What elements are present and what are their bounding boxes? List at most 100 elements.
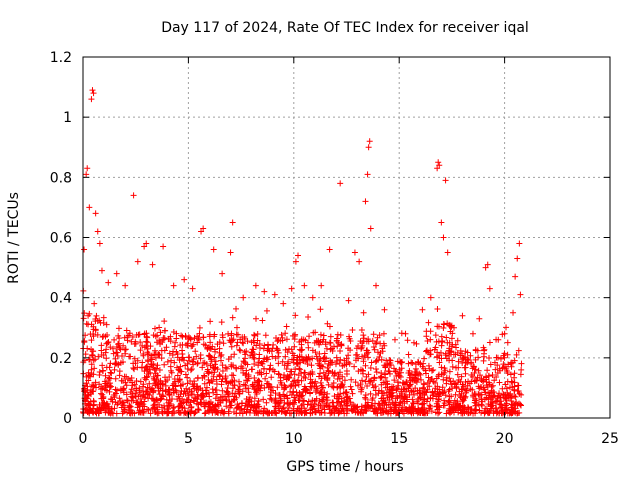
data-point: [329, 359, 336, 366]
data-point: [316, 409, 323, 416]
data-point: [85, 312, 92, 319]
data-point: [284, 401, 291, 408]
data-point: [296, 405, 303, 412]
data-point: [198, 392, 205, 399]
data-point: [168, 369, 175, 376]
data-point: [261, 384, 268, 391]
data-point: [465, 405, 472, 412]
data-point: [257, 387, 264, 394]
data-point: [322, 372, 329, 379]
data-point: [444, 320, 451, 327]
data-point: [284, 407, 291, 414]
data-point: [250, 383, 257, 390]
data-point: [231, 351, 238, 358]
data-point: [432, 332, 439, 339]
data-point: [94, 331, 101, 338]
data-point: [203, 360, 210, 367]
data-point: [318, 375, 325, 382]
data-point: [487, 361, 494, 368]
data-point: [379, 348, 386, 355]
data-point: [455, 358, 462, 365]
data-point: [163, 344, 170, 351]
data-point: [231, 382, 238, 389]
data-point: [208, 358, 215, 365]
data-point: [124, 376, 131, 383]
data-point: [307, 390, 314, 397]
data-point: [238, 400, 245, 407]
data-point: [179, 341, 186, 348]
data-point: [440, 371, 447, 378]
data-point-peak: [476, 315, 483, 322]
data-point: [349, 390, 356, 397]
data-point: [132, 360, 139, 367]
data-point-peak: [89, 87, 96, 94]
data-point: [249, 346, 256, 353]
data-point: [281, 382, 288, 389]
data-point: [500, 392, 507, 399]
data-point: [325, 360, 332, 367]
data-point: [218, 319, 225, 326]
data-point: [452, 391, 459, 398]
data-point: [303, 354, 310, 361]
data-point: [338, 380, 345, 387]
data-point: [382, 364, 389, 371]
data-point: [513, 351, 520, 358]
data-point: [440, 320, 447, 327]
data-point-peak: [337, 180, 344, 187]
data-point: [110, 345, 117, 352]
data-point: [438, 364, 445, 371]
data-point-peak: [495, 336, 502, 343]
data-point: [471, 378, 478, 385]
data-point: [512, 393, 519, 400]
data-point: [179, 404, 186, 411]
data-point-peak: [419, 306, 426, 313]
data-point-peak: [362, 198, 369, 205]
data-point: [291, 343, 298, 350]
data-point: [501, 354, 508, 361]
data-point: [236, 346, 243, 353]
data-point: [106, 374, 113, 381]
data-point: [144, 366, 151, 373]
data-point: [337, 348, 344, 354]
data-point: [189, 391, 196, 398]
data-point: [353, 345, 360, 352]
data-point: [323, 355, 330, 362]
data-point: [254, 337, 261, 344]
data-point: [362, 394, 369, 401]
data-point: [370, 343, 377, 350]
data-point: [514, 382, 521, 389]
data-point: [100, 314, 107, 321]
data-point: [417, 409, 424, 416]
data-point: [162, 378, 169, 385]
data-point: [389, 400, 396, 407]
data-point: [240, 381, 247, 388]
data-point: [420, 360, 427, 367]
data-point: [178, 387, 185, 394]
data-point: [497, 401, 504, 408]
data-point: [354, 382, 361, 389]
data-point-peak: [516, 240, 523, 247]
data-point: [207, 353, 214, 360]
data-point: [449, 341, 456, 348]
axes: 0 5 10 15 20 25 0 0.2 0.4 0.6 0.8 1 1.2: [50, 50, 619, 447]
data-point-peak: [134, 258, 141, 265]
data-point: [383, 407, 390, 414]
data-point: [346, 335, 353, 342]
data-point: [138, 364, 145, 371]
data-point: [493, 354, 500, 361]
data-point: [363, 373, 370, 380]
data-point: [216, 345, 223, 352]
data-point: [421, 381, 428, 388]
data-point: [243, 396, 250, 403]
data-point: [320, 403, 327, 410]
data-point-peak: [391, 336, 398, 343]
data-point: [127, 403, 134, 410]
data-point: [212, 402, 219, 409]
data-point: [452, 406, 459, 413]
data-point: [83, 405, 90, 412]
data-point: [360, 335, 367, 342]
data-point: [159, 387, 166, 394]
data-point: [324, 364, 331, 371]
data-point: [178, 332, 185, 339]
data-point: [285, 358, 292, 365]
